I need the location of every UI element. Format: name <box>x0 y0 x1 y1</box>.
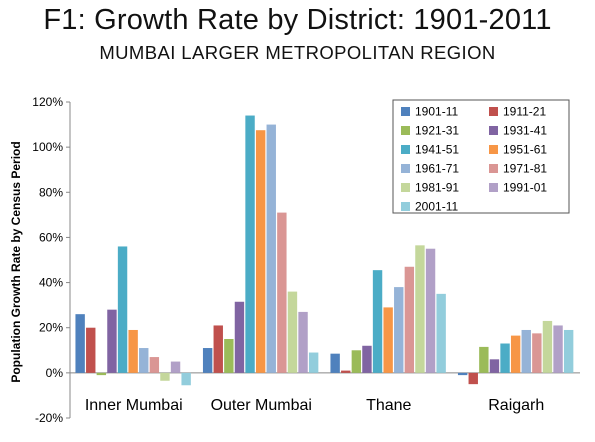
y-axis-label: Population Growth Rate by Census Period <box>9 141 23 382</box>
bar <box>372 270 383 373</box>
bar <box>457 372 468 376</box>
legend-swatch <box>401 202 410 211</box>
bar <box>245 115 255 373</box>
bar <box>139 348 149 373</box>
legend-label: 1911-21 <box>503 105 546 119</box>
bar <box>351 350 362 373</box>
x-category-label: Inner Mumbai <box>85 397 183 414</box>
bar <box>542 320 553 373</box>
bar <box>500 343 510 373</box>
legend-swatch <box>489 145 498 154</box>
bar <box>298 311 308 373</box>
bar-series <box>75 115 574 386</box>
bar <box>479 346 489 373</box>
legend-label: 1961-71 <box>415 162 459 176</box>
y-axis-ticks: -20% 0% 20% 40% 60% 80% 100% 120% <box>32 95 580 425</box>
legend-label: 1901-11 <box>415 105 458 119</box>
legend-swatch <box>489 164 498 173</box>
y-tick-label: 40% <box>39 276 63 290</box>
bar <box>213 325 223 373</box>
legend-label: 1941-51 <box>415 143 459 157</box>
chart-subtitle: MUMBAI LARGER METROPOLITAN REGION <box>99 42 496 63</box>
legend-swatch <box>489 126 498 135</box>
legend-label: 1921-31 <box>415 124 459 138</box>
bar <box>330 353 340 373</box>
bar <box>489 359 500 373</box>
bar <box>234 301 245 373</box>
bar <box>107 309 117 373</box>
bar <box>425 248 436 373</box>
bar <box>224 339 234 373</box>
y-tick-label: 100% <box>32 140 63 154</box>
bar <box>75 314 85 373</box>
bar <box>202 348 213 373</box>
legend-label: 1971-81 <box>503 162 547 176</box>
x-category-label: Thane <box>366 397 411 414</box>
legend-label: 1931-41 <box>503 124 547 138</box>
bar <box>160 372 170 381</box>
x-axis-labels: Inner Mumbai Outer Mumbai Thane Raigarh <box>85 397 544 414</box>
legend-swatch <box>401 183 410 192</box>
legend-label: 2001-11 <box>415 200 458 214</box>
y-tick-label: 0% <box>46 366 64 380</box>
bar <box>266 124 276 373</box>
legend-swatch <box>489 107 498 116</box>
bar <box>96 372 107 376</box>
bar <box>117 246 128 373</box>
bar <box>128 329 138 373</box>
x-category-label: Raigarh <box>488 397 544 414</box>
bar <box>436 293 446 373</box>
bar <box>383 307 393 373</box>
bar <box>404 266 415 373</box>
bar <box>181 372 191 386</box>
y-tick-label: 120% <box>32 95 63 109</box>
bar <box>532 333 542 373</box>
bar <box>415 245 425 373</box>
bar <box>287 291 298 373</box>
y-tick-label: -20% <box>35 411 63 425</box>
bar <box>86 327 96 373</box>
legend: 1901-11 1911-21 1921-31 1931-41 1941-51 1951-… <box>392 99 570 214</box>
chart-title: F1: Growth Rate by District: 1901-2011 <box>43 4 552 36</box>
bar <box>521 329 531 373</box>
legend-box <box>392 99 570 214</box>
bar <box>394 287 404 373</box>
x-category-label: Outer Mumbai <box>211 397 312 414</box>
bar <box>553 325 563 373</box>
legend-swatch <box>401 126 410 135</box>
legend-swatch <box>401 164 410 173</box>
legend-swatch <box>401 107 410 116</box>
bar <box>255 130 266 373</box>
bar <box>149 357 160 373</box>
bar <box>510 335 521 373</box>
legend-swatch <box>401 145 410 154</box>
y-tick-label: 80% <box>39 185 63 199</box>
y-tick-label: 20% <box>39 321 63 335</box>
legend-label: 1981-91 <box>415 181 459 195</box>
bar <box>277 212 287 373</box>
y-tick-label: 60% <box>39 230 63 244</box>
bar <box>308 352 319 373</box>
bar <box>563 329 574 373</box>
legend-swatch <box>489 183 498 192</box>
bar <box>362 345 372 373</box>
bar <box>341 370 351 373</box>
bar <box>468 372 478 385</box>
bar <box>170 361 181 373</box>
legend-label: 1991-01 <box>503 181 547 195</box>
legend-label: 1951-61 <box>503 143 547 157</box>
